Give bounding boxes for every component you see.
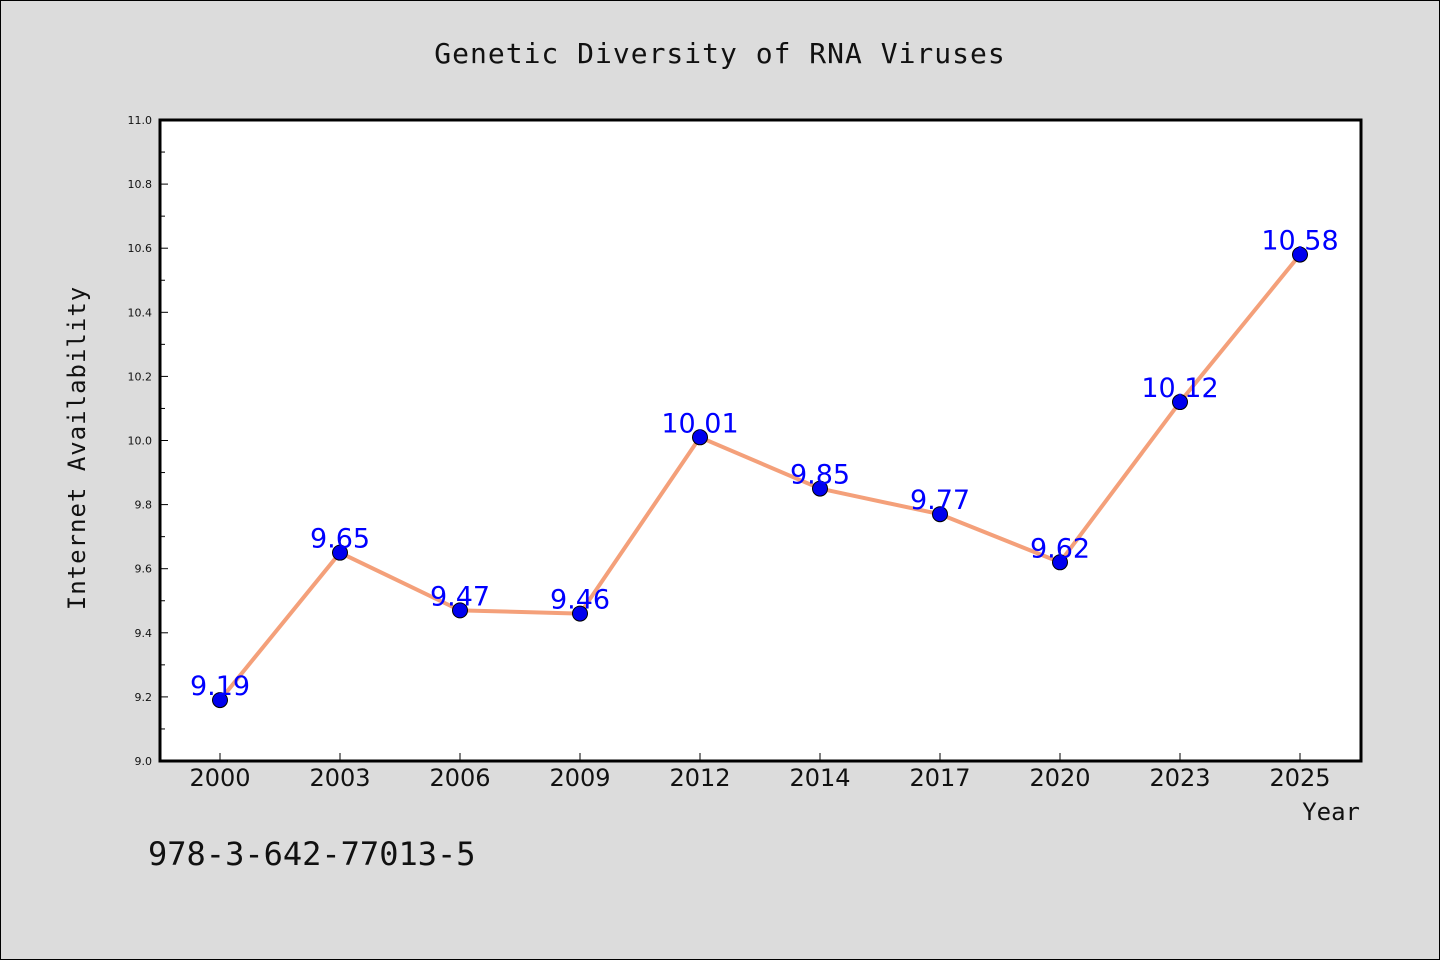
data-point — [452, 602, 468, 619]
data-label: 9.46 — [550, 585, 610, 616]
data-point — [212, 692, 228, 709]
x-tick-label: 2009 — [549, 764, 610, 792]
y-tick-label: 10.2 — [128, 370, 153, 383]
x-axis: 2000 2003 2006 2009 2012 2014 2017 2020 2023 2025 — [189, 753, 1331, 792]
x-tick-label: 2014 — [789, 764, 850, 792]
data-label: 9.77 — [910, 485, 970, 516]
data-point — [1292, 246, 1308, 263]
data-label: 9.47 — [430, 581, 490, 612]
x-tick-label: 2012 — [669, 764, 730, 792]
chart-title: Genetic Diversity of RNA Viruses — [434, 37, 1005, 70]
x-axis-label: Year — [1302, 798, 1360, 826]
series-group: 9.19 9.65 9.47 9.46 10.01 9.85 9.77 9.62 10.12 10… — [190, 226, 1339, 709]
data-point — [1172, 394, 1188, 411]
y-tick-label: 10.0 — [128, 435, 153, 448]
data-label: 9.19 — [190, 671, 250, 702]
y-tick-label: 9.6 — [135, 563, 153, 576]
x-tick-label: 2003 — [309, 764, 370, 792]
data-point — [572, 605, 588, 622]
x-tick-label: 2000 — [189, 764, 250, 792]
data-point — [1052, 554, 1068, 571]
plot-area — [158, 118, 1363, 763]
y-tick-label: 9.2 — [135, 691, 153, 704]
data-label: 9.85 — [790, 460, 850, 491]
x-tick-label: 2020 — [1029, 764, 1090, 792]
x-tick-label: 2017 — [909, 764, 970, 792]
x-tick-label: 2006 — [429, 764, 490, 792]
y-axis: 9.0 9.2 9.4 9.6 9.8 10.0 10.2 10.4 10.6 10.8 11.0 — [128, 114, 168, 768]
y-tick-label: 10.8 — [128, 178, 153, 191]
data-point — [932, 506, 948, 523]
data-point — [812, 480, 828, 497]
y-tick-label: 9.4 — [135, 627, 153, 640]
y-axis-label: Internet Availability — [63, 286, 91, 610]
data-label: 10.01 — [661, 408, 738, 439]
x-tick-label: 2025 — [1269, 764, 1330, 792]
y-tick-label: 9.8 — [135, 499, 153, 512]
data-label: 9.62 — [1030, 533, 1090, 564]
data-label: 9.65 — [310, 524, 370, 555]
data-point — [692, 429, 708, 446]
series-line — [218, 253, 1302, 702]
data-label: 10.58 — [1261, 226, 1338, 257]
y-tick-label: 11.0 — [128, 114, 153, 127]
y-tick-label: 9.0 — [135, 755, 153, 768]
x-tick-label: 2023 — [1149, 764, 1210, 792]
data-point — [332, 544, 348, 561]
data-label: 10.12 — [1141, 373, 1218, 404]
footer-code: 978-3-642-77013-5 — [148, 835, 476, 873]
y-tick-label: 10.4 — [128, 306, 153, 319]
y-tick-label: 10.6 — [128, 242, 153, 255]
